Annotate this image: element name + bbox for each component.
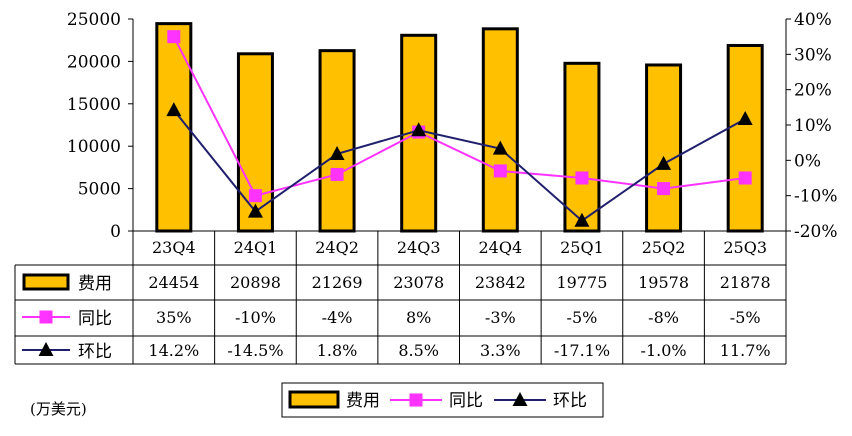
category-label: 24Q1 bbox=[234, 238, 278, 257]
left-tick-label: 25000 bbox=[67, 10, 121, 30]
table-value: 19775 bbox=[556, 273, 607, 292]
table-value: -4% bbox=[322, 308, 353, 327]
yoy-marker bbox=[330, 167, 344, 181]
legend-key-marker bbox=[409, 393, 423, 407]
table-value: 8.5% bbox=[398, 341, 439, 360]
qoq-line bbox=[173, 109, 746, 223]
yoy-marker bbox=[738, 171, 752, 185]
right-tick-label: 10% bbox=[794, 116, 832, 136]
table-value: 23842 bbox=[475, 273, 526, 292]
bar bbox=[155, 22, 193, 233]
row-header-label: 同比 bbox=[78, 309, 112, 329]
qoq-marker bbox=[411, 122, 427, 137]
table-value: -3% bbox=[485, 308, 516, 327]
qoq-marker bbox=[656, 155, 672, 170]
legend-label: 同比 bbox=[449, 391, 483, 411]
row-key-marker bbox=[38, 342, 54, 356]
right-tick-label: 0% bbox=[794, 151, 821, 171]
right-tick-label: 20% bbox=[794, 81, 832, 101]
table-value: 11.7% bbox=[720, 341, 771, 360]
right-tick-label: 30% bbox=[794, 45, 832, 65]
table-value: 21878 bbox=[720, 273, 771, 292]
bar bbox=[645, 63, 683, 233]
table-value: 14.2% bbox=[148, 341, 199, 360]
bar-series bbox=[155, 22, 764, 233]
table-value: -5% bbox=[730, 308, 761, 327]
table-value: 3.3% bbox=[480, 341, 521, 360]
table-value: -10% bbox=[235, 308, 276, 327]
qoq-marker bbox=[737, 110, 753, 125]
right-tick-label: 40% bbox=[794, 10, 832, 30]
qoq-marker bbox=[574, 212, 590, 227]
qoq-marker bbox=[492, 140, 508, 155]
yoy-marker bbox=[575, 171, 589, 185]
table-value: 24454 bbox=[148, 273, 199, 292]
left-tick-label: 10000 bbox=[67, 137, 121, 157]
yoy-line bbox=[172, 36, 746, 197]
left-tick-label: 0 bbox=[110, 222, 121, 242]
legend-label: 费用 bbox=[346, 391, 380, 411]
table-value: 20898 bbox=[230, 273, 281, 292]
category-label: 25Q1 bbox=[560, 238, 604, 257]
table-value: 21269 bbox=[312, 273, 363, 292]
category-label: 25Q3 bbox=[723, 238, 767, 257]
right-tick-label: -20% bbox=[794, 222, 838, 242]
unit-label: (万美元) bbox=[30, 400, 87, 418]
legend-label: 环比 bbox=[553, 391, 587, 411]
legend-key-marker bbox=[512, 392, 528, 406]
row-header-label: 费用 bbox=[78, 274, 112, 294]
qoq-marker bbox=[247, 203, 263, 218]
category-label: 24Q4 bbox=[478, 238, 522, 257]
qoq-marker bbox=[166, 102, 182, 117]
legend: 费用 同比 环比 bbox=[281, 382, 604, 418]
table-value: 19578 bbox=[638, 273, 689, 292]
row-header-label: 环比 bbox=[78, 342, 112, 362]
yoy-marker bbox=[167, 30, 181, 44]
table-value: 35% bbox=[156, 308, 192, 327]
qoq-marker bbox=[329, 145, 345, 160]
table-value: -17.1% bbox=[554, 341, 610, 360]
category-label: 23Q4 bbox=[152, 238, 196, 257]
right-tick-label: -10% bbox=[794, 187, 838, 207]
yoy-marker bbox=[248, 189, 262, 203]
yoy-marker bbox=[493, 164, 507, 178]
yoy-marker bbox=[657, 182, 671, 196]
table-value: -5% bbox=[567, 308, 598, 327]
table-value: -1.0% bbox=[641, 341, 687, 360]
bar bbox=[318, 49, 356, 233]
bar bbox=[563, 61, 601, 233]
category-label: 24Q3 bbox=[397, 238, 441, 257]
row-key-bar bbox=[22, 273, 70, 291]
table-value: -8% bbox=[648, 308, 679, 327]
left-tick-label: 15000 bbox=[67, 95, 121, 115]
table-value: -14.5% bbox=[227, 341, 283, 360]
category-label: 24Q2 bbox=[315, 238, 359, 257]
line-series bbox=[166, 30, 753, 227]
category-label: 25Q2 bbox=[642, 238, 686, 257]
left-tick-label: 5000 bbox=[78, 180, 121, 200]
table-value: 23078 bbox=[393, 273, 444, 292]
row-key-marker bbox=[39, 310, 53, 324]
table-value: 8% bbox=[406, 308, 431, 327]
legend-key-bar bbox=[288, 390, 340, 409]
left-tick-label: 20000 bbox=[67, 52, 121, 72]
bar bbox=[481, 27, 519, 233]
bar bbox=[726, 43, 764, 233]
table-value: 1.8% bbox=[317, 341, 358, 360]
